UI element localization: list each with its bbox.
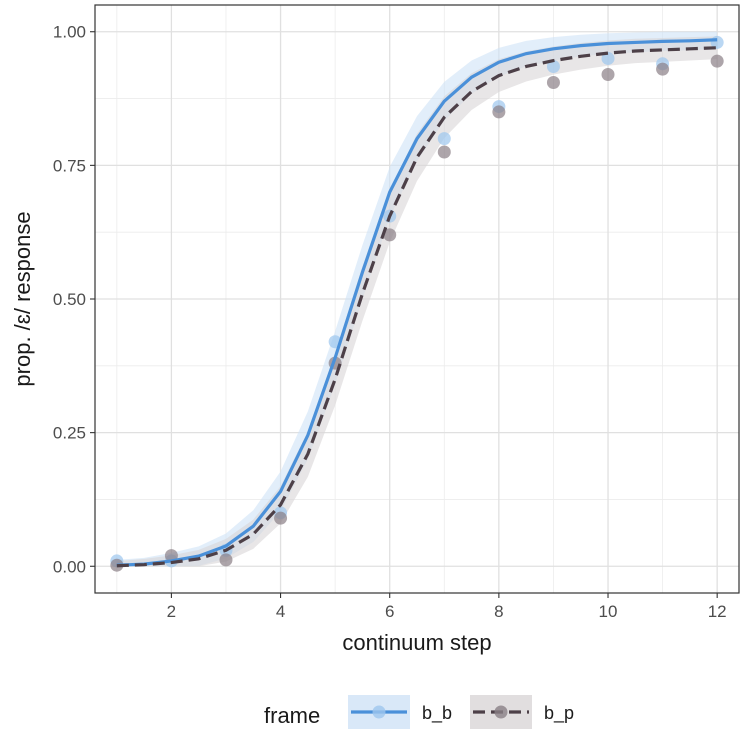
fit-lines [116, 38, 718, 568]
y-axis-title: prop. /ɛ/ response [10, 211, 35, 386]
data-point-b_p [492, 105, 506, 119]
data-point-b_p [546, 76, 560, 90]
fit-line-b_b [116, 38, 718, 567]
legend-label-b_p: b_p [544, 703, 574, 724]
y-tick-label: 0.00 [53, 557, 86, 576]
x-axis-ticks: 2 4 6 8 10 12 [167, 593, 727, 621]
ribbon-b_p [116, 36, 718, 567]
y-axis-ticks: 0.00 0.25 0.50 0.75 1.00 [53, 23, 95, 576]
y-tick-label: 0.50 [53, 290, 86, 309]
grid-major [95, 5, 739, 593]
y-tick-label: 0.75 [53, 156, 86, 175]
legend-key-point-b_p [494, 705, 508, 719]
data-point-b_b [437, 132, 451, 146]
data-point-b_b [601, 51, 615, 65]
fit-line-b_p [116, 46, 718, 568]
legend-key-point-b_b [372, 705, 386, 719]
y-tick-label: 1.00 [53, 23, 86, 42]
data-point-b_b [546, 59, 560, 73]
x-tick-label: 6 [385, 602, 394, 621]
data-point-b_p [710, 54, 724, 68]
y-tick-label: 0.25 [53, 424, 86, 443]
x-tick-label: 12 [708, 602, 727, 621]
x-tick-label: 2 [167, 602, 176, 621]
x-axis-title: continuum step [342, 630, 491, 655]
legend: frame b_b b_p [264, 695, 574, 729]
data-point-b_p [437, 145, 451, 159]
data-point-b_p [383, 228, 397, 242]
data-point-b_p [601, 67, 615, 81]
x-tick-label: 8 [494, 602, 503, 621]
data-point-b_p [219, 553, 233, 567]
x-tick-label: 4 [276, 602, 285, 621]
data-point-b_p [656, 62, 670, 76]
data-point-b_p [274, 511, 288, 525]
legend-label-b_b: b_b [422, 703, 452, 724]
x-tick-label: 10 [599, 602, 618, 621]
legend-title: frame [264, 703, 320, 728]
